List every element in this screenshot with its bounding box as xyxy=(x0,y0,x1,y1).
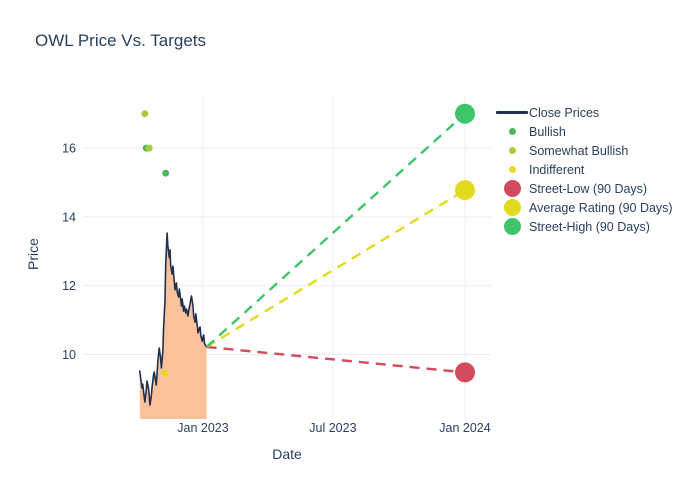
legend-item-indifferent[interactable]: Indifferent xyxy=(495,160,673,179)
legend-item-somewhat-bullish-label: Somewhat Bullish xyxy=(529,143,629,158)
target-marker-average-rating-days[interactable] xyxy=(455,180,475,201)
y-tick-label: 16 xyxy=(62,142,76,156)
line-swatch-icon xyxy=(496,111,528,114)
dot-swatch-icon xyxy=(508,128,516,135)
close-price-area xyxy=(139,233,207,419)
close-price-line[interactable] xyxy=(139,232,208,406)
chart-title: OWL Price Vs. Targets xyxy=(35,31,206,50)
target-marker-street-low-days[interactable] xyxy=(455,362,475,383)
projection-line-average-rating-days[interactable] xyxy=(205,189,466,348)
y-tick-label: 14 xyxy=(62,210,76,224)
legend-item-street-high[interactable]: Street-High (90 Days) xyxy=(495,217,673,236)
dot-swatch-icon xyxy=(503,218,521,235)
legend-item-bullish[interactable]: Bullish xyxy=(495,122,673,141)
legend-item-bullish-label: Bullish xyxy=(529,124,566,139)
rating-dot-indifferent[interactable] xyxy=(161,369,169,377)
legend-item-average-rating-swatch-icon xyxy=(495,199,529,216)
legend-item-street-low-label: Street-Low (90 Days) xyxy=(529,181,648,196)
legend-item-somewhat-bullish[interactable]: Somewhat Bullish xyxy=(495,141,673,160)
projection-line-street-low-days[interactable] xyxy=(206,345,466,374)
legend-item-street-high-swatch-icon xyxy=(495,218,529,235)
dot-swatch-icon xyxy=(503,180,521,197)
legend-item-bullish-swatch-icon xyxy=(495,128,529,135)
legend-item-average-rating-label: Average Rating (90 Days) xyxy=(529,200,673,215)
y-tick-label: 12 xyxy=(62,279,76,293)
legend-item-street-high-label: Street-High (90 Days) xyxy=(529,219,650,234)
rating-dot-somewhat-bullish[interactable] xyxy=(141,110,149,118)
x-tick-label: Jul 2023 xyxy=(309,421,356,435)
legend-item-indifferent-label: Indifferent xyxy=(529,162,585,177)
legend-item-indifferent-swatch-icon xyxy=(495,166,529,173)
y-axis-title: Price xyxy=(25,238,41,270)
rating-dot-bullish[interactable] xyxy=(162,169,170,177)
legend-item-street-low-swatch-icon xyxy=(495,180,529,197)
legend: Close Prices Bullish Somewhat Bullish Indif… xyxy=(495,103,673,236)
rating-dot-somewhat-bullish[interactable] xyxy=(145,144,153,152)
dot-swatch-icon xyxy=(508,166,516,173)
x-tick-label: Jan 2023 xyxy=(177,421,228,435)
legend-item-average-rating[interactable]: Average Rating (90 Days) xyxy=(495,198,673,217)
legend-item-somewhat-bullish-swatch-icon xyxy=(495,147,529,154)
dot-swatch-icon xyxy=(508,147,516,154)
projection-line-street-high-days[interactable] xyxy=(205,112,466,348)
x-axis-title: Date xyxy=(272,446,302,462)
target-marker-street-high-days[interactable] xyxy=(455,103,475,124)
legend-item-close-prices[interactable]: Close Prices xyxy=(495,103,673,122)
dot-swatch-icon xyxy=(503,199,521,216)
legend-item-street-low[interactable]: Street-Low (90 Days) xyxy=(495,179,673,198)
y-tick-label: 10 xyxy=(62,348,76,362)
legend-item-close-prices-label: Close Prices xyxy=(529,105,600,120)
legend-item-close-prices-swatch-icon xyxy=(495,111,529,114)
x-tick-label: Jan 2024 xyxy=(439,421,490,435)
